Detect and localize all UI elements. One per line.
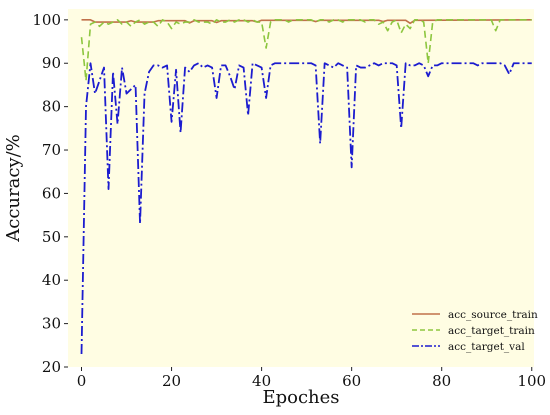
y-tick-label: 20: [42, 358, 61, 376]
series-line-acc-target-train: [80, 19, 532, 82]
y-axis-label: Accuracy/%: [3, 134, 24, 243]
y-tick-label: 60: [42, 184, 61, 202]
x-axis-label: Epoches: [262, 387, 339, 408]
y-tick-label: 30: [42, 315, 61, 333]
series-line-acc-target-val: [80, 62, 532, 354]
y-tick-label: 100: [32, 11, 61, 29]
y-tick-label: 90: [42, 54, 61, 72]
series-layer: [80, 19, 532, 354]
y-tick-label: 70: [42, 141, 61, 159]
y-tick-label: 40: [42, 271, 61, 289]
x-tick-label: 100: [517, 372, 546, 390]
x-tick-label: 60: [342, 372, 361, 390]
plot-area: [68, 9, 534, 367]
x-tick-label: 0: [77, 372, 87, 390]
y-tick-label: 50: [42, 228, 61, 246]
x-tick-label: 20: [162, 372, 181, 390]
y-tick-label: 80: [42, 98, 61, 116]
legend-label: acc_target_val: [448, 341, 525, 353]
x-tick-label: 40: [252, 372, 271, 390]
legend: acc_source_train acc_target_train acc_targ…: [412, 309, 538, 353]
x-tick-label: 80: [432, 372, 451, 390]
legend-label: acc_source_train: [448, 309, 538, 321]
legend-label: acc_target_train: [448, 325, 535, 337]
axis-layer: 0 20 40 60 80 100 20 30 40 50 60 70 80 90 100: [32, 11, 546, 390]
series-line-acc-source-train: [81, 19, 532, 25]
